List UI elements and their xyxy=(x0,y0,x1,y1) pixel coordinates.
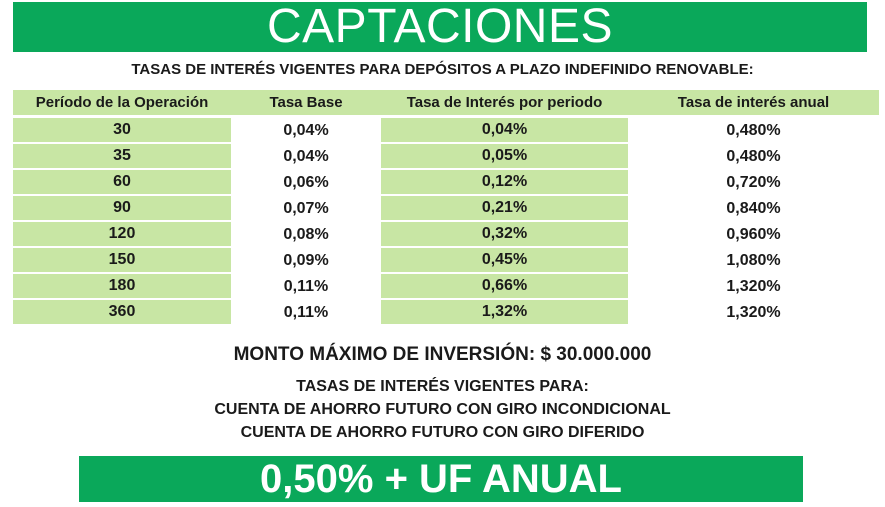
cell-annual-rate: 1,320% xyxy=(726,304,781,321)
table-header-row: Período de la Operación Tasa Base Tasa d… xyxy=(13,90,879,115)
table-row: 360 0,11% 1,32% 1,320% xyxy=(0,300,885,326)
cell-annual-rate: 1,320% xyxy=(726,278,781,295)
cell-period: 180 xyxy=(13,274,231,298)
banner-title: CAPTACIONES xyxy=(267,0,613,53)
cell-period-rate: 0,05% xyxy=(381,144,628,168)
cell-period-rate: 0,21% xyxy=(381,196,628,220)
captaciones-banner: CAPTACIONES xyxy=(13,2,867,52)
cell-period-rate: 1,32% xyxy=(381,300,628,324)
cell-period: 120 xyxy=(13,222,231,246)
cell-annual-rate: 0,720% xyxy=(726,174,781,191)
cell-period-rate: 0,45% xyxy=(381,248,628,272)
table-row: 180 0,11% 0,66% 1,320% xyxy=(0,274,885,300)
cell-period-rate: 0,12% xyxy=(381,170,628,194)
savings-rate: 0,50% + UF ANUAL xyxy=(260,457,622,501)
cell-period-rate: 0,32% xyxy=(381,222,628,246)
table-row: 60 0,06% 0,12% 0,720% xyxy=(0,170,885,196)
cell-base-rate: 0,09% xyxy=(283,252,329,269)
table-row: 30 0,04% 0,04% 0,480% xyxy=(0,118,885,144)
cell-base-rate: 0,06% xyxy=(283,174,329,191)
account-unconditional: CUENTA DE AHORRO FUTURO CON GIRO INCONDI… xyxy=(214,401,671,418)
header-period: Período de la Operación xyxy=(35,94,209,111)
cell-base-rate: 0,11% xyxy=(283,278,329,295)
cell-base-rate: 0,04% xyxy=(283,148,329,165)
account-deferred: CUENTA DE AHORRO FUTURO CON GIRO DIFERID… xyxy=(240,424,645,441)
cell-period-rate: 0,04% xyxy=(381,118,628,142)
header-period-rate: Tasa de Interés por periodo xyxy=(406,94,603,111)
table-subtitle: TASAS DE INTERÉS VIGENTES PARA DEPÓSITOS… xyxy=(131,61,754,78)
cell-period: 360 xyxy=(13,300,231,324)
table-row: 120 0,08% 0,32% 0,960% xyxy=(0,222,885,248)
cell-base-rate: 0,04% xyxy=(283,122,329,139)
cell-annual-rate: 0,480% xyxy=(726,148,781,165)
cell-annual-rate: 0,960% xyxy=(726,226,781,243)
header-base-rate: Tasa Base xyxy=(269,94,343,111)
table-row: 150 0,09% 0,45% 1,080% xyxy=(0,248,885,274)
cell-base-rate: 0,08% xyxy=(283,226,329,243)
table-row: 90 0,07% 0,21% 0,840% xyxy=(0,196,885,222)
cell-period: 150 xyxy=(13,248,231,272)
cell-period-rate: 0,66% xyxy=(381,274,628,298)
max-investment: MONTO MÁXIMO DE INVERSIÓN: $ 30.000.000 xyxy=(233,344,652,365)
savings-rate-banner: 0,50% + UF ANUAL xyxy=(79,456,803,502)
cell-annual-rate: 0,480% xyxy=(726,122,781,139)
cell-period: 90 xyxy=(13,196,231,220)
cell-period: 30 xyxy=(13,118,231,142)
rates-for-heading: TASAS DE INTERÉS VIGENTES PARA: xyxy=(296,378,589,395)
cell-period: 60 xyxy=(13,170,231,194)
table-row: 35 0,04% 0,05% 0,480% xyxy=(0,144,885,170)
cell-annual-rate: 0,840% xyxy=(726,200,781,217)
cell-base-rate: 0,07% xyxy=(283,200,329,217)
cell-base-rate: 0,11% xyxy=(283,304,329,321)
cell-period: 35 xyxy=(13,144,231,168)
cell-annual-rate: 1,080% xyxy=(726,252,781,269)
header-annual-rate: Tasa de interés anual xyxy=(677,94,830,111)
